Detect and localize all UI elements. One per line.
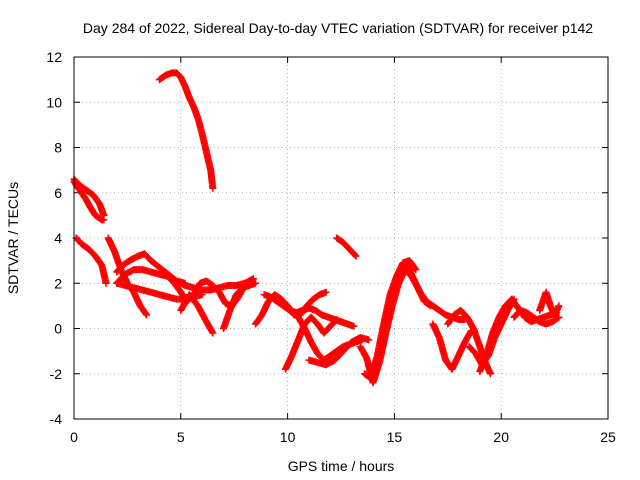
data-point [411, 265, 419, 273]
series-arc4 [104, 234, 151, 319]
data-point [142, 310, 150, 318]
tick-labels: 0 5 10 15 20 25 -4 -2 0 2 4 6 8 10 12 [46, 49, 616, 445]
data-point [487, 370, 495, 378]
y-tick-label: 0 [54, 321, 62, 337]
x-tick-label: 10 [280, 429, 296, 445]
data-point [332, 316, 340, 324]
data-point [555, 313, 563, 321]
x-tick-label: 15 [387, 429, 403, 445]
data-point [352, 252, 360, 260]
series-arc15 [281, 313, 341, 373]
data-point [555, 302, 563, 310]
y-tick-label: -2 [50, 366, 63, 382]
data-points [70, 69, 563, 387]
series-arc3 [72, 234, 110, 287]
y-tick-label: -4 [50, 411, 63, 427]
series-arc20 [360, 257, 420, 382]
data-point [322, 288, 330, 296]
series-arc18 [333, 234, 360, 260]
data-point [412, 266, 420, 274]
series-arc26 [510, 306, 563, 328]
grid [74, 57, 608, 419]
data-point [365, 336, 373, 344]
series-arc27 [536, 288, 563, 319]
series-arc2 [70, 177, 108, 224]
series-arc11 [177, 291, 217, 337]
data-point [350, 322, 358, 330]
x-tick-label: 20 [493, 429, 509, 445]
x-tick-label: 0 [70, 429, 78, 445]
data-point [252, 279, 260, 287]
data-point [143, 311, 151, 319]
plot-frame [73, 56, 609, 420]
data-point [198, 291, 206, 299]
series-arc12 [220, 279, 260, 332]
data-point [102, 279, 110, 287]
y-tick-label: 2 [54, 275, 62, 291]
y-tick-label: 6 [54, 185, 62, 201]
y-tick-label: 10 [46, 94, 62, 110]
series-arc9 [155, 69, 217, 192]
data-point [100, 216, 108, 224]
x-axis-label: GPS time / hours [288, 458, 395, 474]
data-point [333, 315, 341, 323]
x-tick-label: 5 [177, 429, 185, 445]
series-arc14 [260, 291, 358, 330]
y-tick-label: 12 [46, 49, 62, 65]
y-axis-label: SDTVAR / TECUs [5, 182, 21, 294]
data-point [351, 251, 359, 259]
chart-title: Day 284 of 2022, Sidereal Day-to-day VTE… [83, 20, 593, 36]
x-tick-label: 25 [600, 429, 616, 445]
y-tick-label: 8 [54, 140, 62, 156]
series-arc6 [113, 250, 148, 276]
series-arc17 [305, 334, 373, 369]
series-arc8 [113, 279, 206, 303]
series-arc22 [429, 320, 475, 373]
data-point [209, 329, 217, 337]
y-tick-label: 4 [54, 230, 62, 246]
data-point [209, 184, 217, 192]
